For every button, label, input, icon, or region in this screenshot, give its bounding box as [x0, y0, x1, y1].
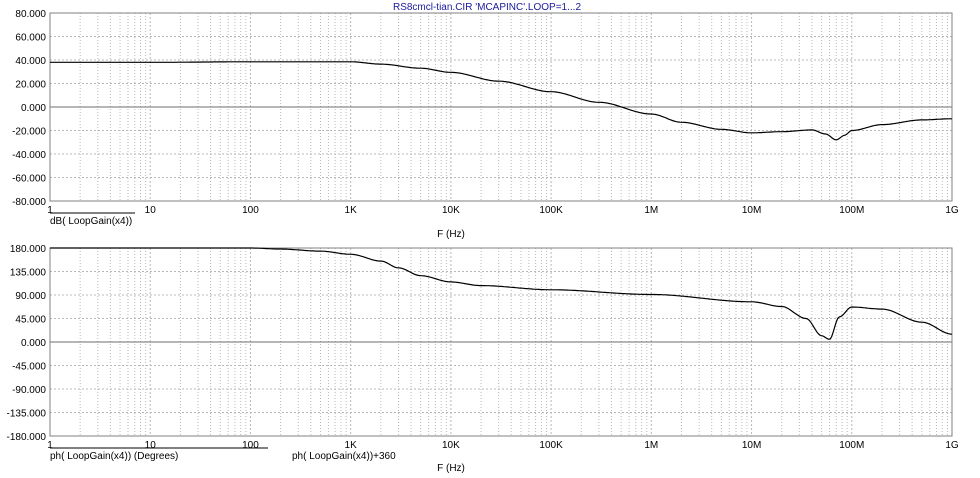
x-tick-label: 1G [945, 205, 959, 216]
x-tick-label: 1 [47, 205, 53, 216]
plot-frame [49, 247, 953, 437]
window-title: RS8cmcl-tian.CIR 'MCAPINC'.LOOP=1...2 [393, 2, 581, 13]
y-tick-label: 135.000 [10, 268, 47, 279]
trace-label: ph( LoopGain(x4)) (Degrees) [50, 451, 178, 462]
x-tick-label: 1K [345, 205, 358, 216]
x-tick-label: 100M [839, 440, 864, 451]
y-tick-label: -40.000 [12, 150, 46, 161]
x-tick-label: 100 [242, 205, 259, 216]
x-axis-label: F (Hz) [437, 463, 465, 474]
y-tick-label: 80.000 [15, 9, 46, 20]
y-tick-label: -80.000 [12, 197, 46, 208]
x-tick-label: 10M [742, 205, 761, 216]
x-tick-label: 100M [839, 205, 864, 216]
y-tick-label: 45.000 [15, 315, 46, 326]
x-tick-label: 100K [539, 440, 563, 451]
y-tick-label: 90.000 [15, 291, 46, 302]
y-tick-label: -90.000 [12, 385, 46, 396]
y-tick-label: -135.000 [7, 409, 47, 420]
x-axis-label: F (Hz) [437, 229, 465, 240]
y-tick-label: 180.000 [10, 244, 47, 255]
x-tick-label: 10M [742, 440, 761, 451]
magnitude-panel: 80.000 60.000 40.000 20.000 0.000 -20.000 -40.… [12, 9, 959, 240]
x-tick-label: 10K [442, 440, 460, 451]
y-tick-label: 0.000 [21, 338, 46, 349]
x-tick-label: 1G [945, 440, 959, 451]
x-tick-label: 10 [145, 205, 157, 216]
x-tick-label: 1M [644, 440, 658, 451]
y-tick-label: 0.000 [21, 103, 46, 114]
y-tick-label: -20.000 [12, 127, 46, 138]
plot-frame [49, 12, 953, 202]
trace-label: dB( LoopGain(x4)) [50, 216, 132, 227]
x-tick-label: 10K [442, 205, 460, 216]
x-tick-label: 1K [345, 440, 358, 451]
x-tick-label: 10 [145, 440, 157, 451]
x-tick-label: 100 [242, 440, 259, 451]
trace-label: ph( LoopGain(x4))+360 [292, 451, 396, 462]
y-tick-label: -60.000 [12, 174, 46, 185]
y-tick-label: -45.000 [12, 362, 46, 373]
series-line [50, 247, 953, 340]
y-tick-label: 20.000 [15, 80, 46, 91]
y-tick-label: -180.000 [7, 432, 47, 443]
x-tick-label: 100K [539, 205, 563, 216]
y-tick-label: 40.000 [15, 56, 46, 67]
x-tick-label: 1 [47, 440, 53, 451]
x-tick-label: 1M [644, 205, 658, 216]
phase-panel: 180.000 135.000 90.000 45.000 0.000 -45.000 -9… [7, 244, 959, 474]
y-tick-label: 60.000 [15, 33, 46, 44]
series-line [50, 61, 952, 141]
